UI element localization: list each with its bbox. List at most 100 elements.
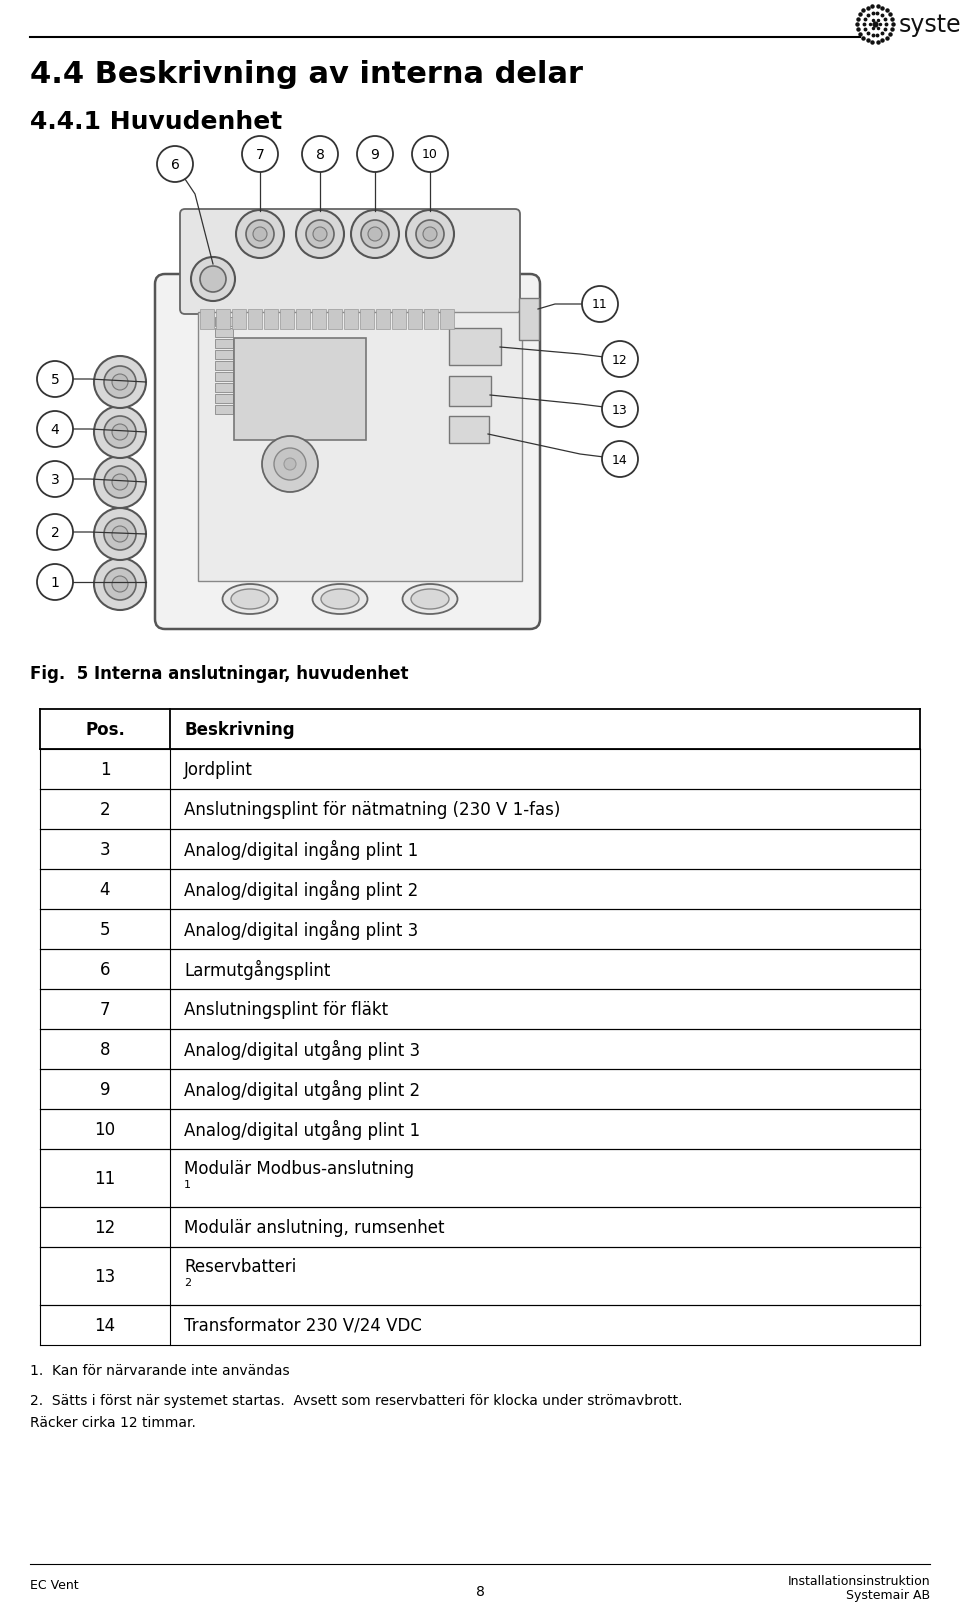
Text: 12: 12 <box>94 1218 115 1236</box>
Text: 3: 3 <box>51 473 60 486</box>
Circle shape <box>104 568 136 600</box>
Text: 2.  Sätts i först när systemet startas.  Avsett som reservbatteri för klocka und: 2. Sätts i först när systemet startas. A… <box>30 1393 683 1408</box>
Text: Räcker cirka 12 timmar.: Räcker cirka 12 timmar. <box>30 1416 196 1428</box>
Circle shape <box>37 515 73 551</box>
Circle shape <box>104 467 136 499</box>
Circle shape <box>112 374 128 390</box>
Text: Analog/digital ingång plint 1: Analog/digital ingång plint 1 <box>184 839 419 860</box>
Bar <box>312 310 326 329</box>
Bar <box>215 361 233 371</box>
Text: 4: 4 <box>100 881 110 899</box>
Circle shape <box>104 368 136 398</box>
Circle shape <box>351 210 399 258</box>
FancyBboxPatch shape <box>449 417 489 443</box>
Text: 9: 9 <box>100 1080 110 1098</box>
Bar <box>215 372 233 382</box>
Bar <box>296 310 310 329</box>
Ellipse shape <box>402 584 458 615</box>
Text: 8: 8 <box>100 1040 110 1058</box>
Text: 2: 2 <box>100 801 110 819</box>
Circle shape <box>296 210 344 258</box>
Text: Larmutgångsplint: Larmutgångsplint <box>184 960 330 979</box>
Bar <box>440 310 454 329</box>
Bar <box>408 310 422 329</box>
Bar <box>376 310 390 329</box>
Text: Anslutningsplint för nätmatning (230 V 1-fas): Anslutningsplint för nätmatning (230 V 1… <box>184 801 561 819</box>
Circle shape <box>302 136 338 173</box>
FancyBboxPatch shape <box>519 299 539 340</box>
Text: EC Vent: EC Vent <box>30 1578 79 1591</box>
Bar <box>215 406 233 414</box>
Text: 4: 4 <box>51 422 60 437</box>
Text: Anslutningsplint för fläkt: Anslutningsplint för fläkt <box>184 1000 388 1018</box>
Circle shape <box>284 459 296 470</box>
Text: 6: 6 <box>171 157 180 172</box>
Circle shape <box>602 342 638 377</box>
Text: 10: 10 <box>94 1120 115 1138</box>
Ellipse shape <box>223 584 277 615</box>
FancyBboxPatch shape <box>234 339 366 441</box>
Circle shape <box>112 526 128 542</box>
Text: 11: 11 <box>592 299 608 311</box>
Text: Analog/digital utgång plint 2: Analog/digital utgång plint 2 <box>184 1079 420 1099</box>
Ellipse shape <box>231 589 269 610</box>
Circle shape <box>412 136 448 173</box>
Text: 4.4 Beskrivning av interna delar: 4.4 Beskrivning av interna delar <box>30 59 583 88</box>
Text: Systemair AB: Systemair AB <box>846 1587 930 1602</box>
Text: 1.  Kan för närvarande inte användas: 1. Kan för närvarande inte användas <box>30 1363 290 1377</box>
Text: 14: 14 <box>612 453 628 465</box>
Circle shape <box>104 518 136 551</box>
Text: Transformator 230 V/24 VDC: Transformator 230 V/24 VDC <box>184 1316 421 1334</box>
Bar <box>215 340 233 348</box>
Text: 13: 13 <box>94 1268 115 1286</box>
Circle shape <box>112 475 128 491</box>
Text: 13: 13 <box>612 403 628 416</box>
Circle shape <box>602 441 638 478</box>
Circle shape <box>368 228 382 242</box>
Text: 8: 8 <box>475 1584 485 1599</box>
Circle shape <box>274 449 306 482</box>
Text: 1: 1 <box>51 576 60 589</box>
FancyBboxPatch shape <box>449 377 491 406</box>
Bar <box>328 310 342 329</box>
Text: 11: 11 <box>94 1170 115 1188</box>
Ellipse shape <box>313 584 368 615</box>
Ellipse shape <box>411 589 449 610</box>
Text: 7: 7 <box>255 148 264 162</box>
Bar <box>280 310 294 329</box>
Bar <box>215 351 233 360</box>
Text: 5: 5 <box>100 920 110 939</box>
Text: Beskrivning: Beskrivning <box>184 721 295 738</box>
Bar <box>216 310 230 329</box>
Circle shape <box>94 559 146 610</box>
Text: 8: 8 <box>316 148 324 162</box>
Circle shape <box>357 136 393 173</box>
Text: 10: 10 <box>422 148 438 162</box>
Text: Jordplint: Jordplint <box>184 761 252 778</box>
Text: Modulär anslutning, rumsenhet: Modulär anslutning, rumsenhet <box>184 1218 444 1236</box>
Bar <box>232 310 246 329</box>
FancyBboxPatch shape <box>155 274 540 629</box>
Text: 2: 2 <box>184 1278 191 1287</box>
Circle shape <box>104 417 136 449</box>
Circle shape <box>602 392 638 429</box>
Circle shape <box>582 287 618 323</box>
Circle shape <box>313 228 327 242</box>
Circle shape <box>112 576 128 592</box>
Bar <box>248 310 262 329</box>
Text: 1: 1 <box>184 1180 191 1189</box>
Circle shape <box>200 266 226 292</box>
FancyBboxPatch shape <box>449 329 501 366</box>
Text: 2: 2 <box>51 526 60 539</box>
Circle shape <box>253 228 267 242</box>
Circle shape <box>242 136 278 173</box>
Text: Installationsinstruktion: Installationsinstruktion <box>787 1575 930 1587</box>
Text: 3: 3 <box>100 841 110 859</box>
Text: 7: 7 <box>100 1000 110 1018</box>
Text: 4.4.1 Huvudenhet: 4.4.1 Huvudenhet <box>30 109 282 133</box>
Circle shape <box>94 356 146 409</box>
Circle shape <box>416 221 444 249</box>
Text: Analog/digital ingång plint 3: Analog/digital ingång plint 3 <box>184 920 419 939</box>
Text: Modulär Modbus-anslutning: Modulär Modbus-anslutning <box>184 1159 414 1176</box>
Bar <box>344 310 358 329</box>
